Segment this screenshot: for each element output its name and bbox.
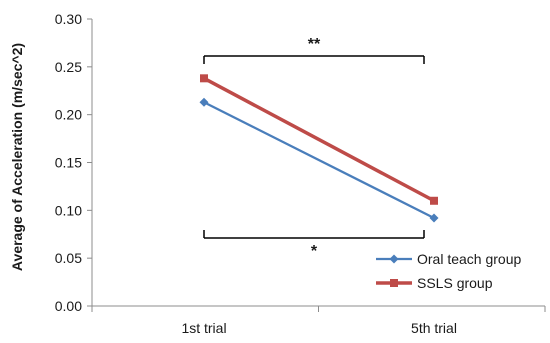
significance-annotations: *** [203, 36, 425, 260]
data-point [429, 213, 439, 223]
data-point [199, 97, 209, 107]
significance-label: ** [308, 36, 321, 53]
data-point [430, 196, 438, 205]
y-tick-label: 0.30 [55, 11, 82, 27]
series-line [203, 76, 435, 203]
x-tick-label: 5th trial [411, 320, 457, 336]
series-line [203, 101, 435, 219]
x-tick-label: 1st trial [181, 320, 226, 336]
significance-label: * [311, 243, 318, 260]
axes [87, 18, 546, 312]
tick-labels: 0.00 0.05 0.10 0.15 0.20 0.25 0.30 1st trial 5th… [55, 11, 457, 336]
y-tick-label: 0.25 [55, 59, 82, 75]
y-tick-label: 0.15 [55, 155, 82, 171]
data-point [200, 74, 208, 83]
legend: Oral teach group SSLS group [376, 251, 521, 291]
y-tick-label: 0.10 [55, 202, 82, 218]
legend-label: SSLS group [417, 275, 493, 291]
legend-marker [389, 254, 399, 264]
y-tick-label: 0.05 [55, 250, 82, 266]
legend-marker [390, 279, 398, 287]
series-lines [199, 74, 439, 223]
y-tick-label: 0.00 [55, 298, 82, 314]
y-axis-title: Average of Acceleration (m/sec^2) [9, 43, 25, 271]
legend-label: Oral teach group [417, 251, 521, 267]
y-tick-label: 0.20 [55, 107, 82, 123]
